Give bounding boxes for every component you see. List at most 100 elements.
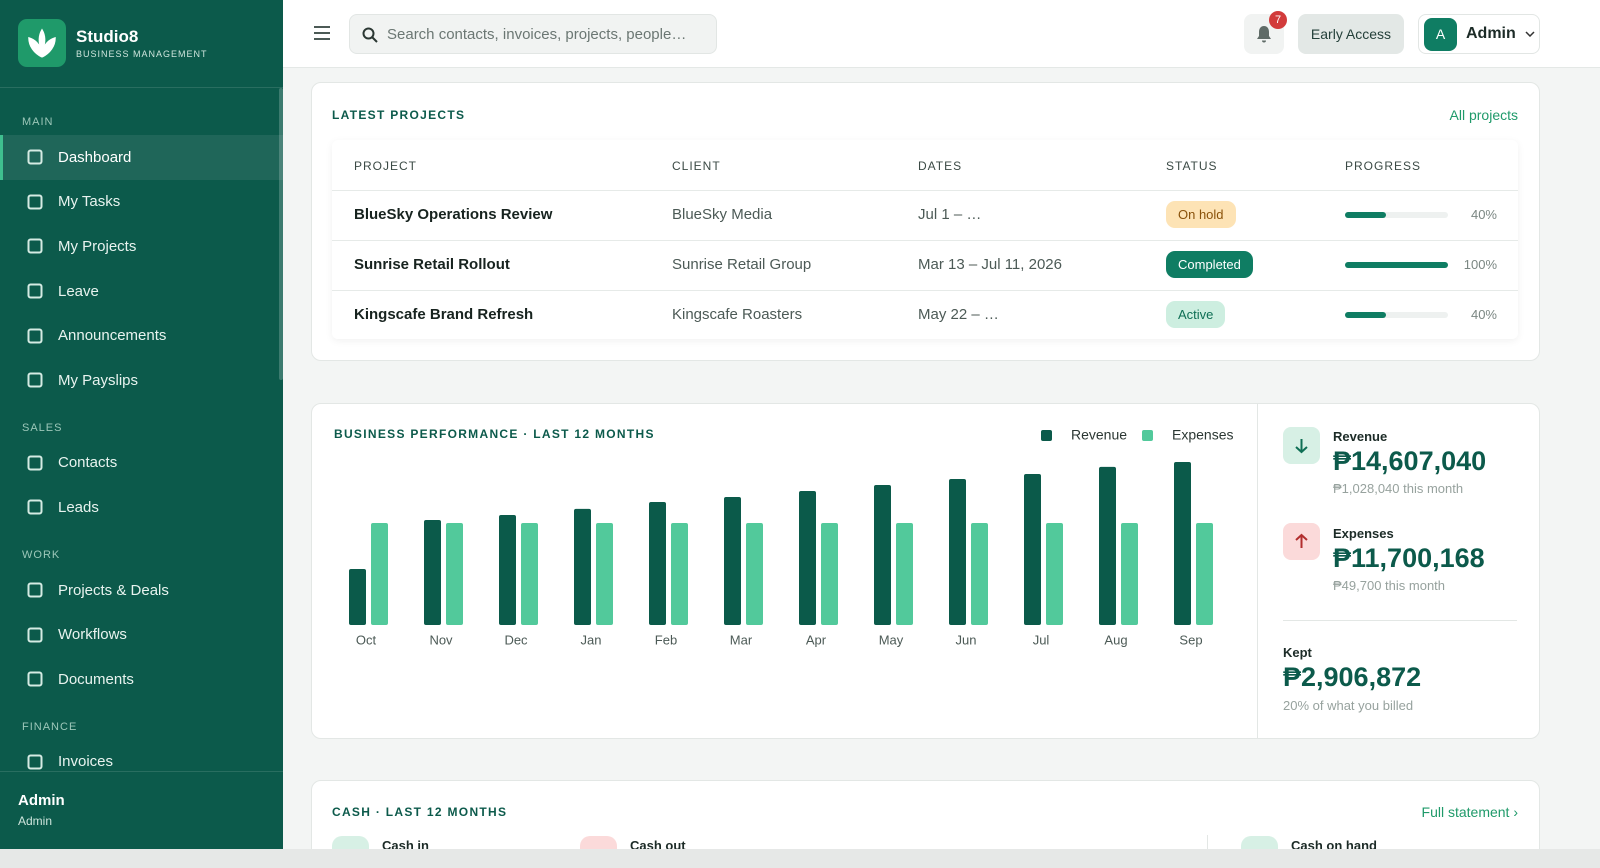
nav-label: My Payslips: [58, 371, 139, 389]
all-projects-link[interactable]: All projects: [1449, 107, 1518, 123]
bar: [821, 523, 838, 625]
icon-shape: [27, 754, 43, 770]
topbar: Search contacts, invoices, projects, peo…: [283, 0, 1600, 68]
nav-label: Contacts: [58, 454, 118, 472]
nav-item[interactable]: Projects & Deals: [0, 568, 283, 613]
projects-title: LATEST PROJECTS: [332, 108, 466, 122]
nav-label: Projects & Deals: [58, 581, 169, 599]
nav-label: Dashboard: [58, 148, 132, 166]
cash-label: Cash on hand: [1291, 838, 1377, 849]
nav-item[interactable]: My Payslips: [0, 358, 283, 403]
column-header: STATUS: [1166, 159, 1218, 173]
column-header: PROJECT: [354, 159, 418, 173]
brand-name: Studio8: [76, 27, 139, 46]
bar: [724, 497, 741, 625]
bar: [1121, 523, 1138, 625]
progress-label: 100%: [1463, 257, 1497, 272]
cash-label: Cash in: [382, 838, 429, 849]
row-divider: [332, 240, 1518, 241]
nav-item[interactable]: Dashboard: [0, 135, 283, 180]
chevron: [1525, 31, 1535, 37]
icon-shape: [27, 372, 43, 388]
x-tick-label: Feb: [655, 632, 677, 647]
nav-item[interactable]: Documents: [0, 657, 283, 702]
expenses-label: Expenses: [1333, 526, 1394, 541]
full-statement-link[interactable]: Full statement ›: [1421, 804, 1518, 820]
divider: [1257, 404, 1258, 738]
bar: [799, 490, 816, 625]
revenue-label: Revenue: [1333, 429, 1388, 444]
cash-clip: CASH · LAST 12 MONTHS Full statement › C…: [283, 0, 1600, 849]
x-tick-label: Apr: [806, 632, 827, 647]
nav-item[interactable]: Leave: [0, 269, 283, 314]
kept-total: ₱2,906,872: [1283, 662, 1422, 692]
nav-icon: [27, 194, 43, 210]
x-tick-label: Aug: [1104, 632, 1127, 647]
divider: [0, 87, 283, 88]
scrollbar: [279, 88, 283, 380]
icon-shape: [27, 627, 43, 643]
x-tick-label: Jul: [1033, 632, 1050, 647]
nav-item[interactable]: Contacts: [0, 441, 283, 486]
bar: [1174, 461, 1191, 625]
x-tick-label: Sep: [1179, 632, 1202, 647]
nav-label: Leads: [58, 498, 99, 516]
expenses-icon: [1283, 523, 1320, 560]
search-box[interactable]: Search contacts, invoices, projects, peo…: [349, 14, 717, 54]
account-button[interactable]: A Admin: [1418, 14, 1540, 54]
status-pill: On hold: [1166, 201, 1236, 228]
nav-icon: [27, 582, 43, 598]
kept-note: 20% of what you billed: [1283, 698, 1414, 713]
nav-item[interactable]: Workflows: [0, 612, 283, 657]
avatar: A: [1424, 17, 1457, 51]
x-tick-label: Nov: [429, 632, 453, 647]
icon-shape: [27, 455, 43, 471]
status-pill: Completed: [1166, 251, 1253, 278]
status-pill: Active: [1166, 301, 1226, 328]
nav-icon: [27, 328, 43, 344]
early-access-button[interactable]: Early Access: [1298, 14, 1404, 54]
cash-title: CASH · LAST 12 MONTHS: [332, 805, 508, 819]
expenses-total: ₱11,700,168: [1333, 543, 1485, 573]
bar: [649, 501, 666, 625]
x-tick-label: Jan: [581, 632, 602, 647]
nav-label: Invoices: [58, 753, 114, 771]
search-icon: [362, 27, 378, 43]
icon-shape: [27, 328, 43, 344]
bar: [521, 523, 538, 625]
x-tick-label: Oct: [356, 632, 377, 647]
nav-item[interactable]: My Tasks: [0, 180, 283, 225]
logo-icon: [28, 28, 56, 58]
section-title: FINANCE: [22, 720, 78, 733]
client: Kingscafe Roasters: [672, 306, 803, 323]
user-role: Admin: [18, 814, 53, 828]
column-header: DATES: [918, 159, 963, 173]
dates: Mar 13 – Jul 11, 2026: [918, 256, 1062, 273]
bar: [1046, 523, 1063, 625]
progress-bar: [1345, 312, 1387, 318]
bar: [1099, 466, 1116, 625]
column-header: PROGRESS: [1345, 159, 1422, 173]
nav-item[interactable]: My Projects: [0, 224, 283, 269]
nav: MAIN Dashboard My Tasks My Projects Leave Ann…: [0, 97, 283, 771]
x-tick-label: Dec: [504, 632, 528, 647]
dates: Jul 1 – …: [918, 206, 982, 223]
chart-title: BUSINESS PERFORMANCE · LAST 12 MONTHS: [334, 427, 655, 441]
bar: [671, 523, 688, 625]
row-divider: [332, 190, 1518, 191]
client: Sunrise Retail Group: [672, 256, 812, 273]
bar: [574, 508, 591, 625]
nav-item[interactable]: Invoices: [0, 740, 283, 771]
nav-icon: [27, 671, 43, 687]
sidebar: Studio8 BUSINESS MANAGEMENT MAIN Dashboar…: [0, 0, 283, 868]
nav-item[interactable]: Announcements: [0, 313, 283, 358]
icon-shape: [27, 582, 43, 598]
bar: [949, 478, 966, 625]
x-tick-label: Mar: [730, 632, 753, 647]
menu-button[interactable]: [313, 24, 331, 42]
dates: May 22 – …: [918, 306, 999, 323]
nav-item[interactable]: Leads: [0, 485, 283, 530]
revenue-month: ₱1,028,040 this month: [1333, 481, 1464, 496]
bar: [446, 523, 463, 625]
notification-badge: 7: [1269, 11, 1287, 29]
